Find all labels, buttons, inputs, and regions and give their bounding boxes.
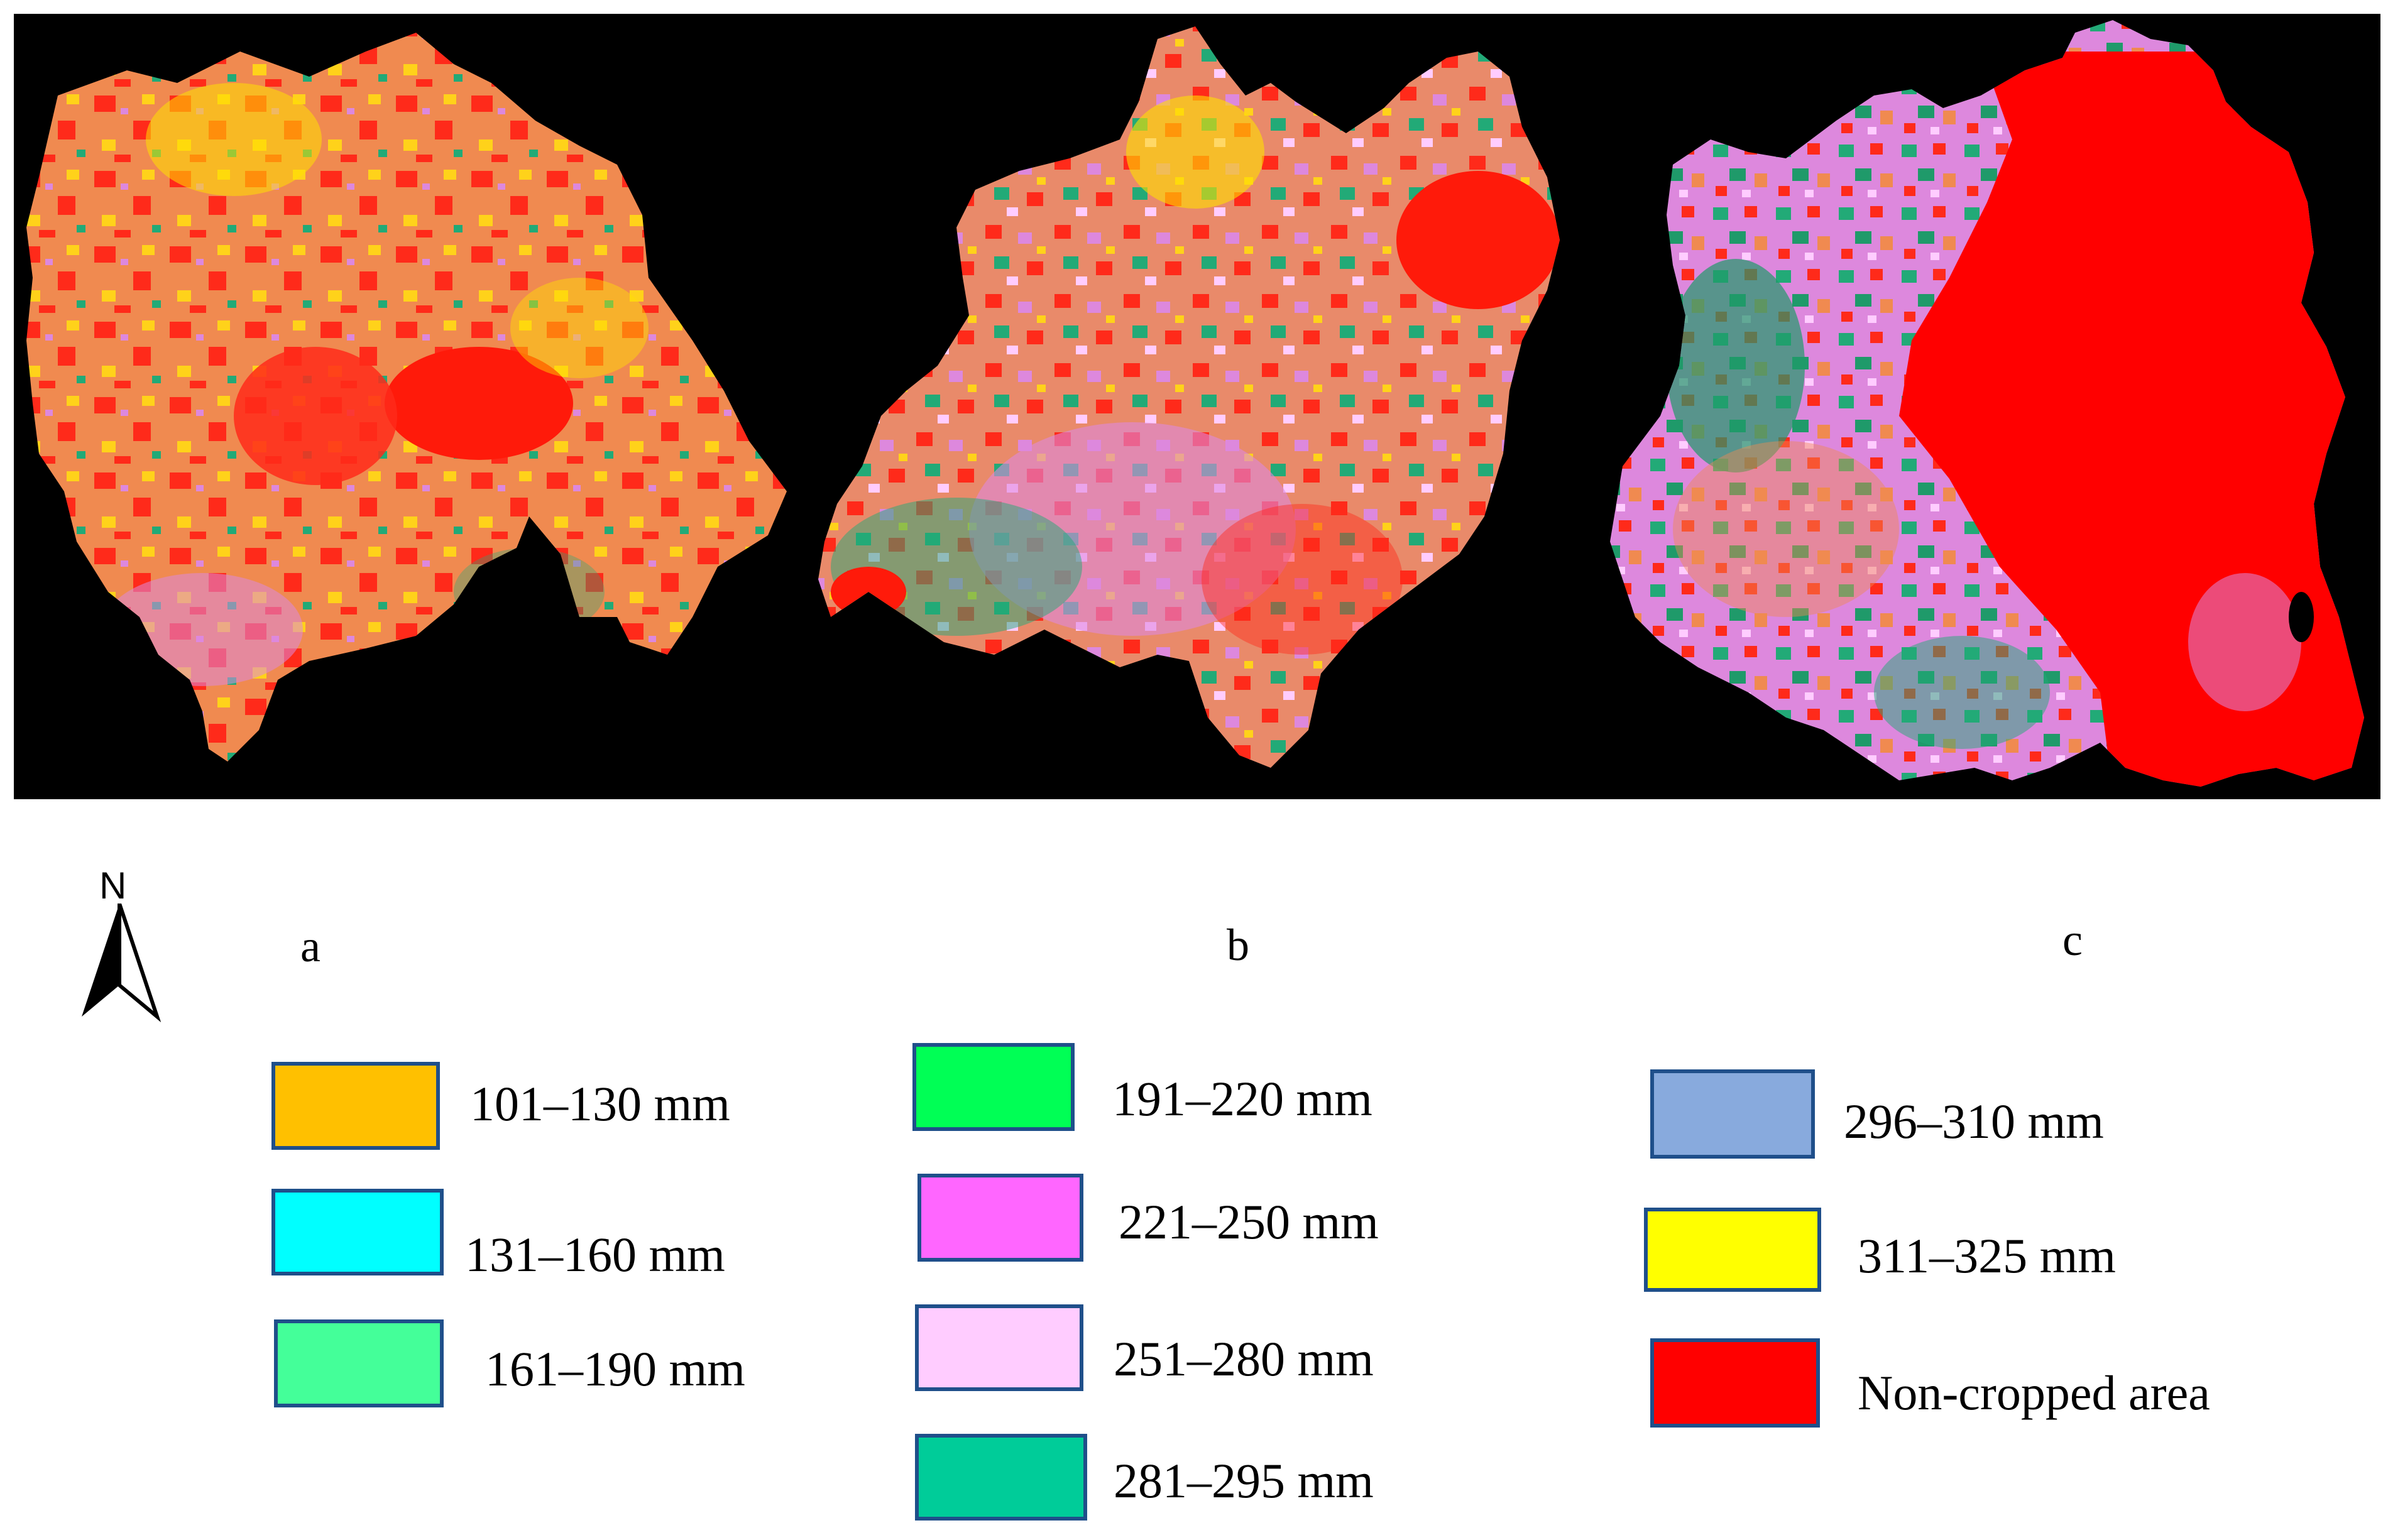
legend-label-311-325: 311–325 mm [1858,1228,2116,1283]
legend-swatch-161-190 [274,1319,444,1407]
legend-label-non-cropped: Non-cropped area [1858,1365,2210,1420]
legend-label-161-190: 161–190 mm [485,1341,745,1396]
map-panel-a [26,33,787,762]
legend-swatch-221-250 [917,1174,1083,1262]
map-strip [14,14,2380,799]
panel-label-b: b [1227,920,1249,970]
legend-swatch-191-220 [912,1043,1075,1131]
map-panel-b [818,26,1560,768]
legend-swatch-non-cropped [1650,1338,1820,1428]
legend-label-221-250: 221–250 mm [1119,1194,1379,1249]
legend-swatch-131-160 [271,1189,444,1275]
legend-swatch-101-130 [271,1062,440,1150]
map-panel-c [1610,20,2364,787]
panel-label-c: c [2062,915,2083,965]
panel-label-a: a [300,921,320,971]
legend-label-131-160: 131–160 mm [465,1227,725,1282]
north-arrow-icon: N [75,867,163,1030]
north-label: N [99,865,127,907]
legend-label-281-295: 281–295 mm [1114,1453,1374,1508]
legend-label-191-220: 191–220 mm [1112,1071,1372,1126]
legend-label-251-280: 251–280 mm [1114,1331,1374,1386]
legend-label-296-310: 296–310 mm [1844,1094,2104,1149]
legend-swatch-296-310 [1650,1069,1815,1159]
legend-swatch-281-295 [915,1434,1087,1521]
legend-swatch-251-280 [915,1304,1083,1391]
legend-swatch-311-325 [1644,1208,1821,1292]
district-maps [26,20,2364,787]
legend-label-101-130: 101–130 mm [470,1076,730,1131]
